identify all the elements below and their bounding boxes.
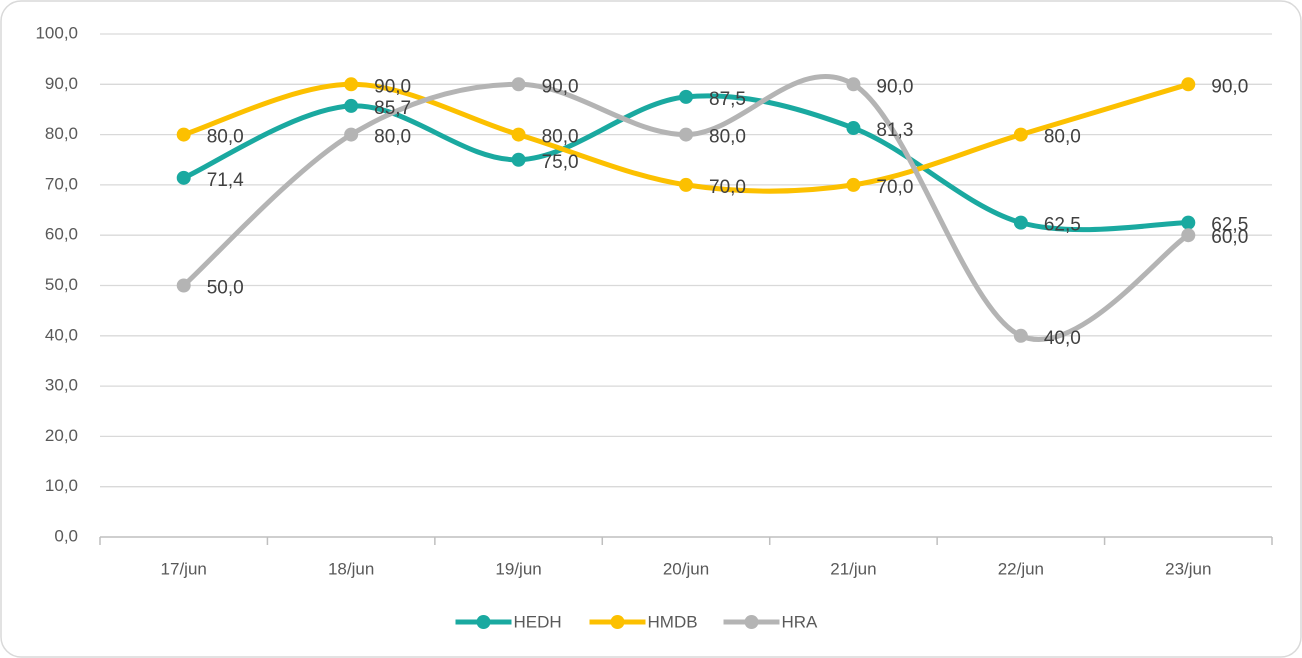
y-tick-label: 20,0	[45, 426, 78, 445]
point-marker	[176, 170, 191, 185]
point-marker	[511, 127, 526, 142]
data-label: 90,0	[374, 76, 411, 97]
y-tick-label: 10,0	[45, 476, 78, 495]
data-label: 85,7	[374, 98, 411, 119]
point-marker	[1013, 328, 1028, 343]
data-label: 50,0	[207, 278, 244, 299]
point-marker	[344, 127, 359, 142]
data-label: 71,4	[207, 170, 244, 191]
data-label: 80,0	[542, 127, 579, 148]
y-tick-label: 90,0	[45, 74, 78, 93]
x-tick-label: 22/jun	[998, 559, 1044, 578]
y-tick-label: 100,0	[35, 23, 78, 42]
point-marker	[1013, 215, 1028, 230]
x-tick-label: 19/jun	[495, 559, 541, 578]
point-marker	[344, 77, 359, 92]
data-label: 60,0	[1211, 227, 1248, 248]
y-tick-label: 80,0	[45, 124, 78, 143]
y-tick-label: 40,0	[45, 325, 78, 344]
point-marker	[846, 121, 861, 136]
point-marker	[176, 278, 191, 293]
y-tick-label: 70,0	[45, 174, 78, 193]
data-label: 62,5	[1211, 215, 1248, 236]
point-marker	[1013, 127, 1028, 142]
data-label: 90,0	[542, 76, 579, 97]
data-label: 87,5	[709, 89, 746, 110]
point-marker	[1181, 228, 1196, 243]
data-label: 40,0	[1044, 328, 1081, 349]
legend-marker	[744, 615, 759, 629]
point-marker	[344, 98, 359, 113]
y-tick-label: 0,0	[54, 526, 78, 545]
x-tick-label: 21/jun	[830, 559, 876, 578]
data-label: 90,0	[1211, 76, 1248, 97]
point-marker	[846, 77, 861, 92]
point-marker	[511, 152, 526, 167]
point-marker	[846, 177, 861, 192]
data-label: 80,0	[709, 127, 746, 148]
point-marker	[679, 89, 693, 104]
legend-marker	[610, 615, 625, 629]
data-label: 70,0	[709, 177, 746, 198]
point-marker	[679, 177, 693, 192]
y-tick-label: 60,0	[45, 225, 78, 244]
x-tick-label: 20/jun	[663, 559, 709, 578]
data-label: 80,0	[374, 127, 411, 148]
legend-marker	[476, 615, 491, 629]
x-tick-label: 17/jun	[161, 559, 207, 578]
x-tick-label: 23/jun	[1165, 559, 1211, 578]
data-label: 80,0	[1044, 127, 1081, 148]
y-tick-label: 30,0	[45, 376, 78, 395]
data-label: 62,5	[1044, 215, 1081, 236]
data-label: 80,0	[207, 127, 244, 148]
data-label: 70,0	[876, 177, 913, 198]
legend-label: HRA	[782, 612, 819, 631]
point-marker	[679, 127, 693, 142]
point-marker	[511, 77, 526, 92]
x-tick-label: 18/jun	[328, 559, 374, 578]
data-label: 75,0	[542, 152, 579, 173]
point-marker	[1181, 77, 1196, 92]
data-label: 90,0	[876, 76, 913, 97]
point-marker	[1181, 215, 1196, 230]
legend-label: HMDB	[648, 612, 698, 631]
data-label: 81,3	[876, 120, 913, 141]
point-marker	[176, 127, 191, 142]
y-tick-label: 50,0	[45, 275, 78, 294]
legend-label: HEDH	[514, 612, 562, 631]
